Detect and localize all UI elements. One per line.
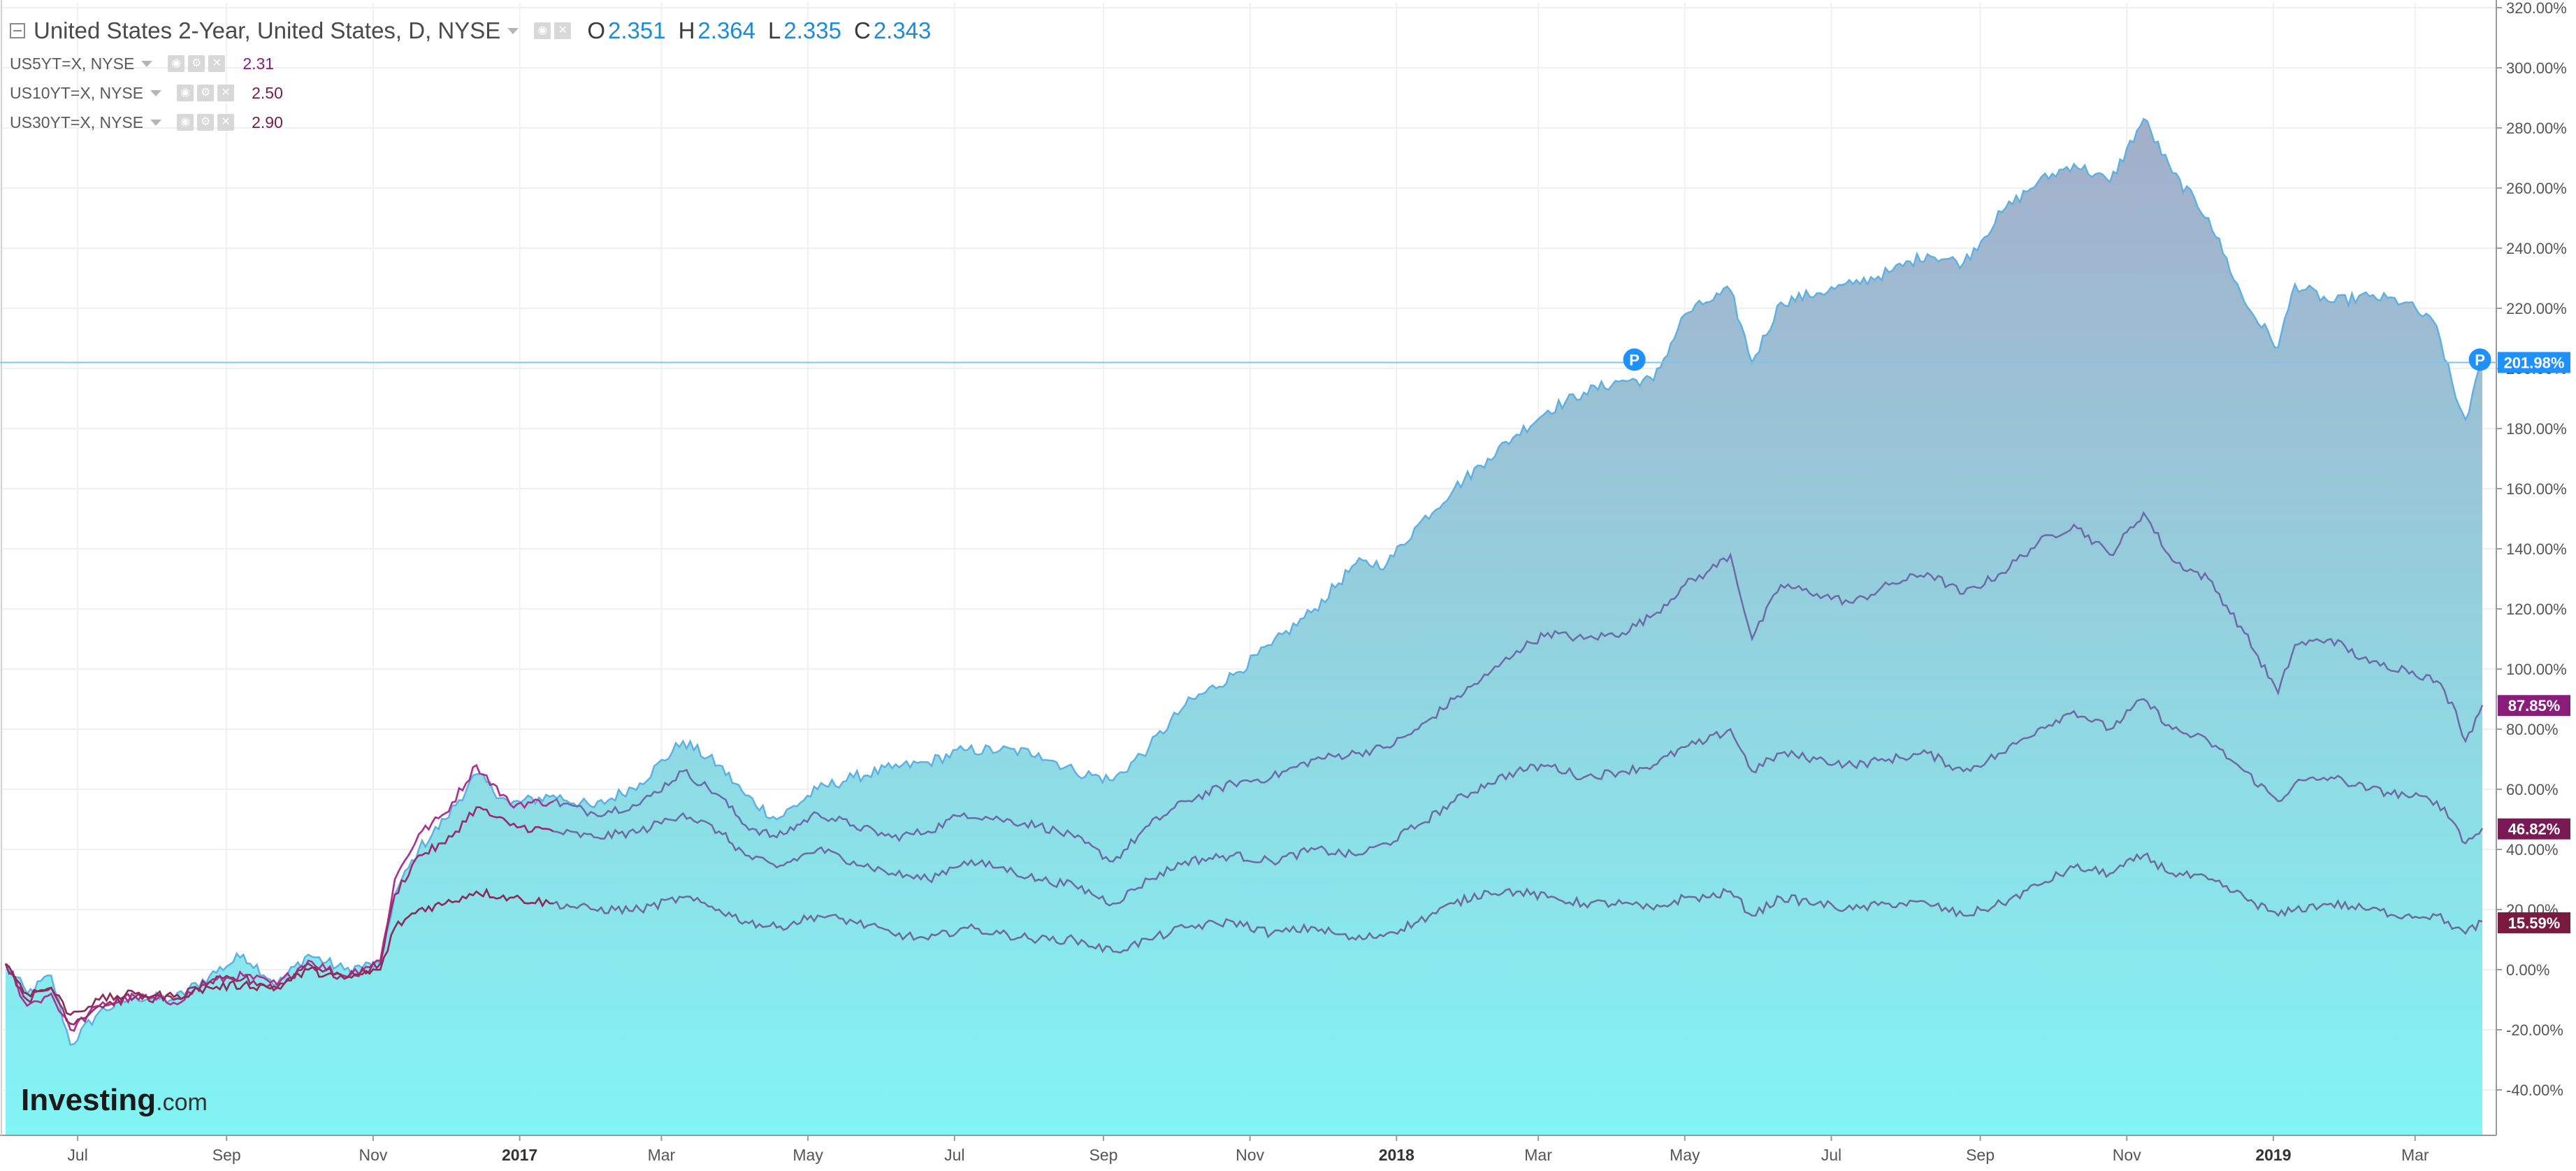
x-tick-label: 2018 <box>1379 1146 1414 1164</box>
badge-us5y-label: 87.85% <box>2508 697 2561 714</box>
investing-logo: Investing.com <box>21 1083 208 1117</box>
eye-icon[interactable]: ◉ <box>177 114 194 131</box>
line-us2y <box>5 117 2484 1047</box>
settings-icon[interactable]: ⚙ <box>197 85 215 101</box>
y-tick-label: -40.00% <box>2506 1082 2563 1099</box>
y-tick-label: 320.00% <box>2506 0 2567 17</box>
x-tick-label: May <box>793 1146 823 1164</box>
collapse-legend-icon[interactable] <box>10 23 25 38</box>
y-tick-label: 220.00% <box>2506 300 2567 317</box>
legend-main-row: United States 2-Year, United States, D, … <box>10 13 931 49</box>
x-tick-label: May <box>1670 1146 1700 1164</box>
eye-icon[interactable]: ◉ <box>177 85 194 101</box>
badge-us2y-label: 201.98% <box>2504 354 2565 371</box>
marker-label: P <box>1629 351 1640 368</box>
y-tick-label: 60.00% <box>2506 781 2559 798</box>
ohlc-high-key: H <box>678 17 695 43</box>
ohlc-close-key: C <box>853 17 871 43</box>
area-us2y <box>6 119 2482 1136</box>
settings-icon[interactable]: ⚙ <box>188 55 205 72</box>
series-label-us10y: US10YT=X, NYSE <box>10 83 144 102</box>
ohlc-open-value: 2.351 <box>607 17 666 43</box>
chevron-down-icon[interactable] <box>150 119 162 126</box>
y-tick-label: 120.00% <box>2506 601 2567 618</box>
series-line-us30y-early <box>5 887 553 1016</box>
settings-icon[interactable]: ⚙ <box>197 114 215 131</box>
legend-row-us5y: US5YT=X, NYSE ◉ ⚙ ✕ 2.31 <box>10 49 931 78</box>
y-tick-label: 100.00% <box>2506 661 2567 678</box>
logo-suffix: .com <box>156 1089 208 1116</box>
y-tick-label: 0.00% <box>2506 961 2549 979</box>
close-icon[interactable]: ✕ <box>217 114 235 131</box>
series-label-us5y: US5YT=X, NYSE <box>10 54 135 73</box>
main-series-title: United States 2-Year, United States, D, … <box>34 17 501 43</box>
x-tick-label: Jul <box>944 1146 964 1164</box>
line-layer <box>4 510 2484 1032</box>
y-tick-label: 160.00% <box>2506 480 2567 498</box>
ohlc-close-value: 2.343 <box>873 17 932 43</box>
y-tick-label: -20.00% <box>2506 1021 2563 1039</box>
chevron-down-icon[interactable] <box>150 89 162 96</box>
x-tick-label: 2019 <box>2255 1146 2291 1164</box>
x-tick-label: Nov <box>2113 1146 2141 1164</box>
chevron-down-icon[interactable] <box>141 60 153 67</box>
series-value-us10y: 2.50 <box>252 83 283 102</box>
svg-text:Investing.com: Investing.com <box>21 1083 208 1117</box>
y-tick-label: 40.00% <box>2506 841 2559 859</box>
y-tick-label: 260.00% <box>2506 180 2567 197</box>
dividend-marker-icon[interactable] <box>2468 348 2491 371</box>
ohlc-high-value: 2.364 <box>697 17 756 43</box>
x-tick-label: Mar <box>1524 1146 1552 1164</box>
marker-label: P <box>2475 351 2485 368</box>
y-tick-label: 180.00% <box>2506 420 2567 438</box>
series-line-us10y-early <box>4 806 554 1026</box>
ohlc-open-key: O <box>587 17 605 43</box>
series-label-us30y: US30YT=X, NYSE <box>10 113 144 131</box>
badge-us30y-label: 15.59% <box>2508 914 2561 932</box>
logo-brand: Investing <box>21 1083 156 1117</box>
area-layer <box>5 117 2484 1136</box>
close-icon[interactable]: ✕ <box>217 85 235 101</box>
y-tick-label: 280.00% <box>2506 120 2567 137</box>
eye-icon[interactable]: ◉ <box>534 22 551 39</box>
badge-us30y <box>2498 912 2570 933</box>
chevron-down-icon[interactable] <box>507 27 519 34</box>
ohlc-low-value: 2.335 <box>783 17 841 43</box>
y-tick-label: 300.00% <box>2506 59 2567 77</box>
eye-icon[interactable]: ◉ <box>168 55 185 72</box>
x-tick-label: Mar <box>2401 1146 2429 1164</box>
x-tick-label: Jul <box>1821 1146 1841 1164</box>
legend-row-us10y: US10YT=X, NYSE ◉ ⚙ ✕ 2.50 <box>10 78 931 108</box>
badge-us2y <box>2498 352 2570 373</box>
close-icon[interactable]: ✕ <box>554 22 572 39</box>
x-tick-label: 2017 <box>502 1146 537 1164</box>
series-value-us30y: 2.90 <box>252 113 283 131</box>
badge-us10y-label: 46.82% <box>2508 821 2561 838</box>
x-tick-label: Sep <box>1089 1146 1117 1164</box>
legend-row-us30y: US30YT=X, NYSE ◉ ⚙ ✕ 2.90 <box>10 108 931 137</box>
y-tick-label: 80.00% <box>2506 721 2559 738</box>
x-tick-label: Nov <box>1236 1146 1264 1164</box>
close-icon[interactable]: ✕ <box>208 55 226 72</box>
dividend-marker-icon[interactable] <box>1623 348 1646 371</box>
x-tick-label: Jul <box>67 1146 87 1164</box>
y-tick-label: 240.00% <box>2506 240 2567 257</box>
chart-legend: United States 2-Year, United States, D, … <box>10 13 931 137</box>
x-tick-label: Sep <box>212 1146 241 1164</box>
x-tick-label: Mar <box>648 1146 676 1164</box>
y-tick-label: 140.00% <box>2506 540 2567 558</box>
x-tick-label: Nov <box>359 1146 387 1164</box>
series-value-us5y: 2.31 <box>243 54 275 73</box>
badge-us10y <box>2498 818 2570 840</box>
x-tick-label: Sep <box>1966 1146 1995 1164</box>
badge-layer: P P 201.98% 87.85% 46.82% 15.59% <box>0 348 2570 933</box>
ohlc-low-key: L <box>768 17 781 43</box>
badge-us5y <box>2498 695 2570 717</box>
